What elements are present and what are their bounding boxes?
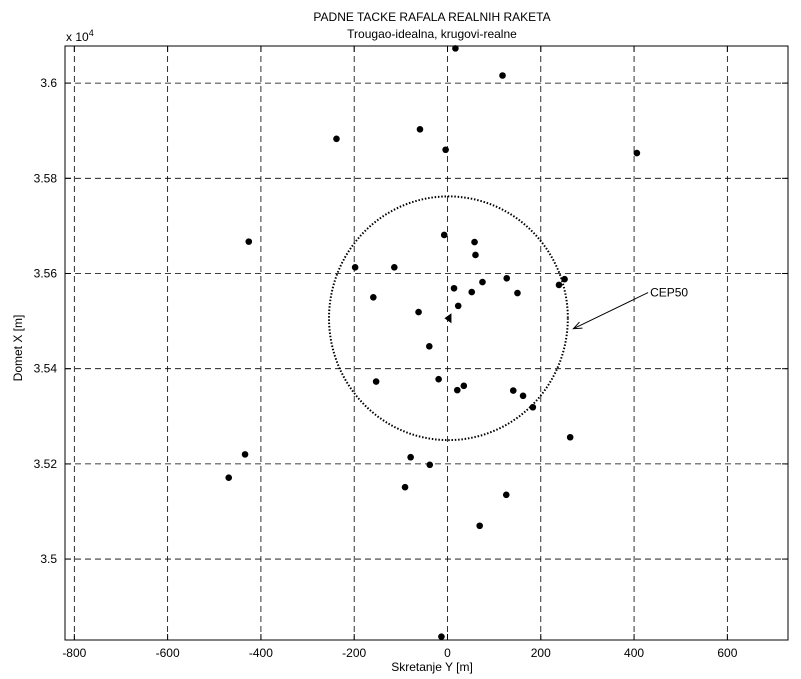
annotation-arrow-line: [573, 292, 649, 330]
impact-point: [415, 308, 422, 316]
impact-point: [452, 45, 459, 52]
impact-point: [416, 125, 424, 133]
y-tick-label: 3.56: [34, 267, 58, 281]
impact-point: [514, 289, 521, 297]
y-tick-label: 3.52: [34, 457, 58, 471]
impact-point: [425, 343, 433, 350]
y-tick-label: 3.5: [40, 552, 57, 566]
x-tick-label: 0: [444, 646, 451, 660]
impact-point: [561, 275, 568, 283]
impact-points: [225, 45, 641, 640]
y-tick-label: 3.58: [34, 171, 58, 185]
cep50-circle: [328, 195, 569, 442]
impact-point: [401, 483, 409, 491]
impact-point: [435, 375, 442, 383]
impact-point: [225, 474, 233, 481]
impact-point: [566, 433, 574, 441]
impact-point: [509, 387, 517, 394]
impact-point: [502, 491, 510, 499]
cep50-annotation-label: CEP50: [650, 286, 688, 300]
impact-point: [241, 451, 249, 458]
y-tick-label: 3.54: [34, 362, 58, 376]
chart-subtitle: Trougao-idealna, krugovi-realne: [347, 27, 517, 41]
impact-point: [476, 522, 483, 530]
impact-point: [438, 633, 445, 640]
y-exponent-power: 4: [89, 28, 94, 38]
y-tick-label: 3.6: [40, 76, 57, 90]
impact-point: [391, 264, 398, 271]
impact-point: [245, 238, 253, 245]
impact-point: [442, 146, 449, 154]
impact-point: [370, 294, 377, 301]
x-tick-label: 600: [717, 646, 737, 660]
impact-point: [440, 231, 448, 239]
cep-circle-layer: [328, 195, 569, 442]
impact-point: [407, 453, 414, 461]
impact-point: [519, 392, 527, 400]
impact-point: [453, 386, 461, 394]
impact-point: [472, 251, 479, 259]
impact-point: [454, 302, 462, 310]
impact-point: [555, 281, 563, 289]
x-tick-label: -600: [156, 646, 180, 660]
impact-point: [468, 288, 476, 296]
x-tick-label: -800: [62, 646, 86, 660]
x-tick-label: -400: [249, 646, 273, 660]
impact-point: [471, 238, 478, 246]
plot-area-frame: [64, 45, 789, 641]
x-tick-label: 200: [531, 646, 551, 660]
impact-point: [633, 149, 641, 157]
axis-ticks: -800 -600 -400 -200 0 200 400 600 3.5 3.52 3.54 3.5…: [34, 46, 788, 660]
impact-point: [529, 403, 537, 411]
x-tick-label: 400: [624, 646, 644, 660]
impact-point: [333, 135, 340, 143]
ideal-impact-point-triangle: [444, 313, 452, 324]
annotation-layer: CEP50: [572, 286, 688, 330]
x-axis-label: Skretanje Y [m]: [391, 660, 473, 674]
y-exponent-label: x 104: [66, 28, 94, 44]
chart-title: PADNE TACKE RAFALA REALNIH RAKETA: [313, 10, 550, 24]
impact-point: [479, 278, 486, 286]
x-tick-label: -200: [342, 646, 366, 660]
impact-point: [460, 382, 468, 390]
impact-point: [372, 378, 380, 385]
annotation-arrow-head: [572, 321, 583, 330]
impact-point: [503, 274, 511, 282]
impact-point: [351, 264, 359, 271]
impact-point: [450, 284, 458, 292]
impact-point: [499, 72, 506, 79]
grid-lines: [65, 46, 788, 640]
y-axis-label: Domet X [m]: [11, 315, 25, 382]
impact-point: [426, 461, 434, 469]
